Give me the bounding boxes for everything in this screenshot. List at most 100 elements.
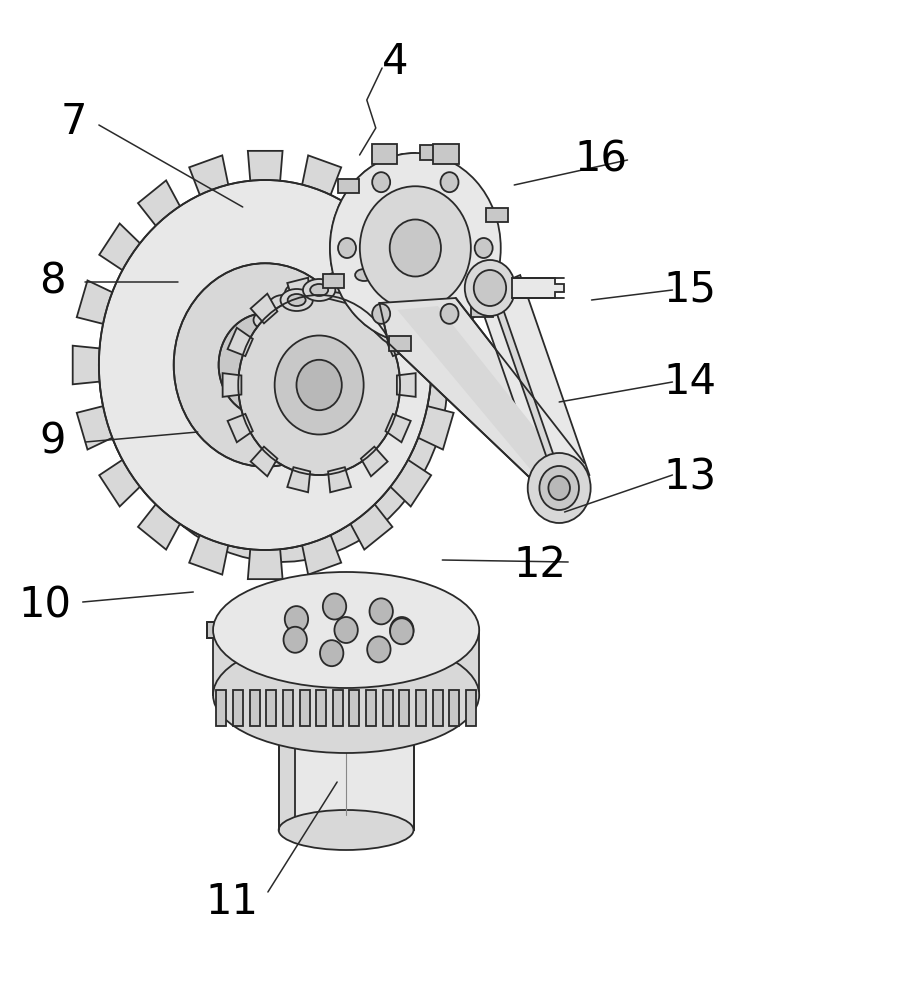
Polygon shape (450, 690, 459, 726)
Ellipse shape (279, 810, 414, 850)
Text: 12: 12 (513, 544, 565, 586)
Polygon shape (360, 294, 387, 323)
Circle shape (99, 180, 432, 550)
Polygon shape (338, 179, 360, 193)
Polygon shape (316, 690, 326, 726)
Circle shape (465, 260, 515, 316)
Circle shape (285, 606, 308, 632)
Circle shape (275, 336, 363, 434)
Polygon shape (333, 690, 343, 726)
Text: 9: 9 (39, 421, 66, 463)
Polygon shape (471, 303, 493, 317)
Circle shape (218, 313, 312, 417)
Polygon shape (387, 457, 432, 506)
Polygon shape (386, 414, 411, 442)
Text: 10: 10 (19, 584, 71, 626)
Circle shape (475, 238, 493, 258)
Polygon shape (301, 530, 342, 575)
Circle shape (330, 153, 501, 343)
Polygon shape (207, 622, 219, 638)
Polygon shape (251, 447, 278, 476)
Polygon shape (251, 294, 278, 323)
Polygon shape (383, 690, 393, 726)
Ellipse shape (333, 276, 351, 288)
Polygon shape (416, 690, 426, 726)
Polygon shape (389, 336, 411, 351)
Polygon shape (486, 208, 508, 222)
Circle shape (174, 263, 357, 467)
Polygon shape (372, 144, 397, 164)
Text: 8: 8 (39, 261, 66, 303)
Polygon shape (433, 144, 458, 164)
Polygon shape (248, 544, 282, 579)
Polygon shape (397, 306, 568, 493)
Polygon shape (414, 405, 454, 450)
Polygon shape (390, 622, 402, 638)
Polygon shape (426, 346, 458, 384)
Polygon shape (406, 622, 419, 638)
Ellipse shape (269, 295, 298, 315)
Polygon shape (189, 530, 229, 575)
Polygon shape (189, 155, 229, 200)
Polygon shape (399, 690, 409, 726)
Polygon shape (379, 298, 584, 513)
Ellipse shape (310, 284, 328, 296)
Polygon shape (432, 690, 442, 726)
Polygon shape (373, 622, 386, 638)
Ellipse shape (213, 637, 479, 753)
Polygon shape (279, 715, 295, 830)
Ellipse shape (285, 283, 314, 303)
Polygon shape (266, 690, 276, 726)
Circle shape (360, 186, 471, 310)
Text: 15: 15 (664, 269, 717, 311)
Ellipse shape (348, 264, 380, 286)
Text: 14: 14 (664, 361, 717, 403)
Polygon shape (279, 715, 414, 830)
Polygon shape (488, 286, 565, 489)
Polygon shape (476, 275, 590, 494)
Polygon shape (512, 278, 564, 298)
Circle shape (323, 594, 346, 620)
Polygon shape (250, 690, 260, 726)
Ellipse shape (400, 259, 418, 271)
Polygon shape (357, 622, 369, 638)
Circle shape (283, 627, 307, 653)
Polygon shape (76, 280, 117, 325)
Polygon shape (348, 180, 392, 229)
Ellipse shape (355, 269, 373, 281)
Polygon shape (340, 622, 352, 638)
Polygon shape (240, 622, 253, 638)
Polygon shape (213, 630, 479, 695)
Polygon shape (366, 690, 376, 726)
Polygon shape (283, 690, 293, 726)
Polygon shape (233, 690, 243, 726)
Polygon shape (330, 153, 433, 358)
Circle shape (372, 304, 390, 324)
Polygon shape (440, 622, 452, 638)
Polygon shape (414, 280, 454, 325)
Polygon shape (99, 457, 143, 506)
Polygon shape (328, 278, 351, 303)
Text: 16: 16 (574, 139, 627, 181)
Ellipse shape (280, 289, 313, 311)
Circle shape (369, 598, 393, 624)
Polygon shape (290, 622, 302, 638)
Circle shape (528, 453, 591, 523)
Ellipse shape (288, 294, 306, 306)
Polygon shape (324, 622, 335, 638)
Circle shape (548, 476, 570, 500)
Polygon shape (257, 622, 269, 638)
Polygon shape (457, 622, 468, 638)
Ellipse shape (370, 259, 403, 281)
Ellipse shape (254, 310, 282, 330)
Polygon shape (288, 278, 310, 303)
Polygon shape (350, 690, 360, 726)
Polygon shape (299, 690, 309, 726)
Polygon shape (288, 467, 310, 492)
Circle shape (390, 617, 414, 643)
Circle shape (334, 617, 358, 643)
Ellipse shape (393, 254, 425, 276)
Text: 4: 4 (382, 41, 409, 83)
Text: 11: 11 (206, 881, 258, 923)
Polygon shape (227, 328, 253, 356)
